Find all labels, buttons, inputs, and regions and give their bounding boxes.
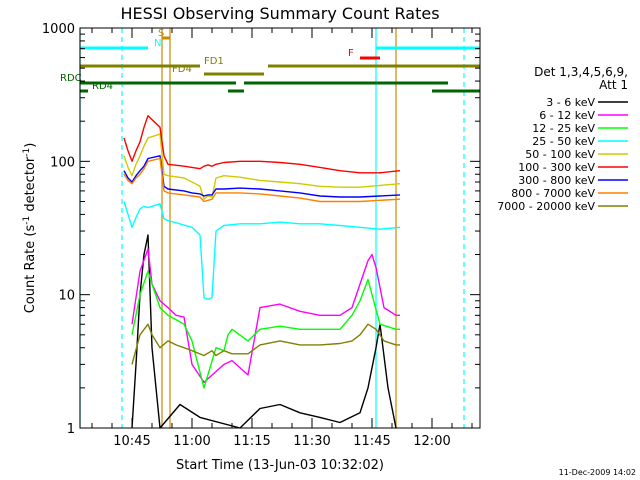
x-tick-label: 11:00 [173,434,210,449]
series-line-3-6-kev [131,234,397,429]
y-tick-label: 1 [67,422,75,437]
series-lines [123,114,401,429]
legend-label-300-800-kev: 300 - 800 keV [518,174,595,187]
series-line-100-300-kev [123,114,401,174]
y-tick-label: 10 [58,289,75,304]
series-line-50-100-kev [123,133,401,200]
series-line-25-50-kev [123,201,401,301]
x-axis-label: Start Time (13-Jun-03 10:32:02) [176,458,384,473]
y-axis-label-mid: detector [23,156,38,216]
plot-frame [79,27,481,429]
flag-label-s: S [158,28,164,39]
y-axis-label-exponent-1: -1 [22,216,32,225]
legend-label-12-25-kev: 12 - 25 keV [532,122,595,135]
legend-label-6-12-kev: 6 - 12 keV [539,109,595,122]
chart-title: HESSI Observing Summary Count Rates [120,4,439,23]
legend-title-line-1: Det 1,3,4,5,6,9, [534,65,628,79]
series-line-12-25-kev [131,270,400,389]
legend-title-line-2: Att 1 [599,78,628,92]
flag-label-rd4: RD4 [92,81,113,92]
legend-label-800-7000-kev: 800 - 7000 keV [511,187,595,200]
y-axis-label-main: Count Rate (s [23,225,38,314]
flag-label-fd4: FD4 [172,64,192,75]
y-axis-label-end: ) [23,143,38,148]
y-axis-label: Count Rate (s-1 detector-1) [22,143,38,314]
series-line-300-800-kev [123,155,401,198]
flag-label-rdc: RDC [60,73,82,84]
x-tick-label: 11:30 [293,434,330,449]
x-tick-label: 12:00 [413,434,450,449]
flag-bars: SN F FD1 FD4 RDC RD4 [60,28,480,93]
series-line-7000-20000-kev [131,323,400,365]
x-tick-label: 11:45 [353,434,390,449]
legend-label-100-300-kev: 100 - 300 keV [518,161,595,174]
legend-label-7000-20000-kev: 7000 - 20000 keV [497,200,595,213]
series-line-800-7000-kev [123,157,401,203]
series-line-6-12-kev [131,248,400,383]
y-axis: 1 10 100 1000 [42,22,480,437]
x-axis: 10:45 11:00 11:15 11:30 11:45 12:00 [91,28,473,449]
legend-label-25-50-kev: 25 - 50 keV [532,135,595,148]
timestamp: 11-Dec-2009 14:02 [559,468,636,477]
flag-label-n: N [154,38,161,49]
legend-label-3-6-kev: 3 - 6 keV [546,96,595,109]
x-tick-label: 10:45 [113,434,150,449]
legend-label-50-100-kev: 50 - 100 keV [525,148,595,161]
y-axis-label-exponent-2: -1 [22,148,32,157]
flag-label-fd1: FD1 [204,56,224,67]
x-tick-label: 11:15 [233,434,270,449]
y-tick-label: 100 [50,155,75,170]
flag-label-f: F [348,48,354,59]
y-tick-label: 1000 [42,22,75,37]
